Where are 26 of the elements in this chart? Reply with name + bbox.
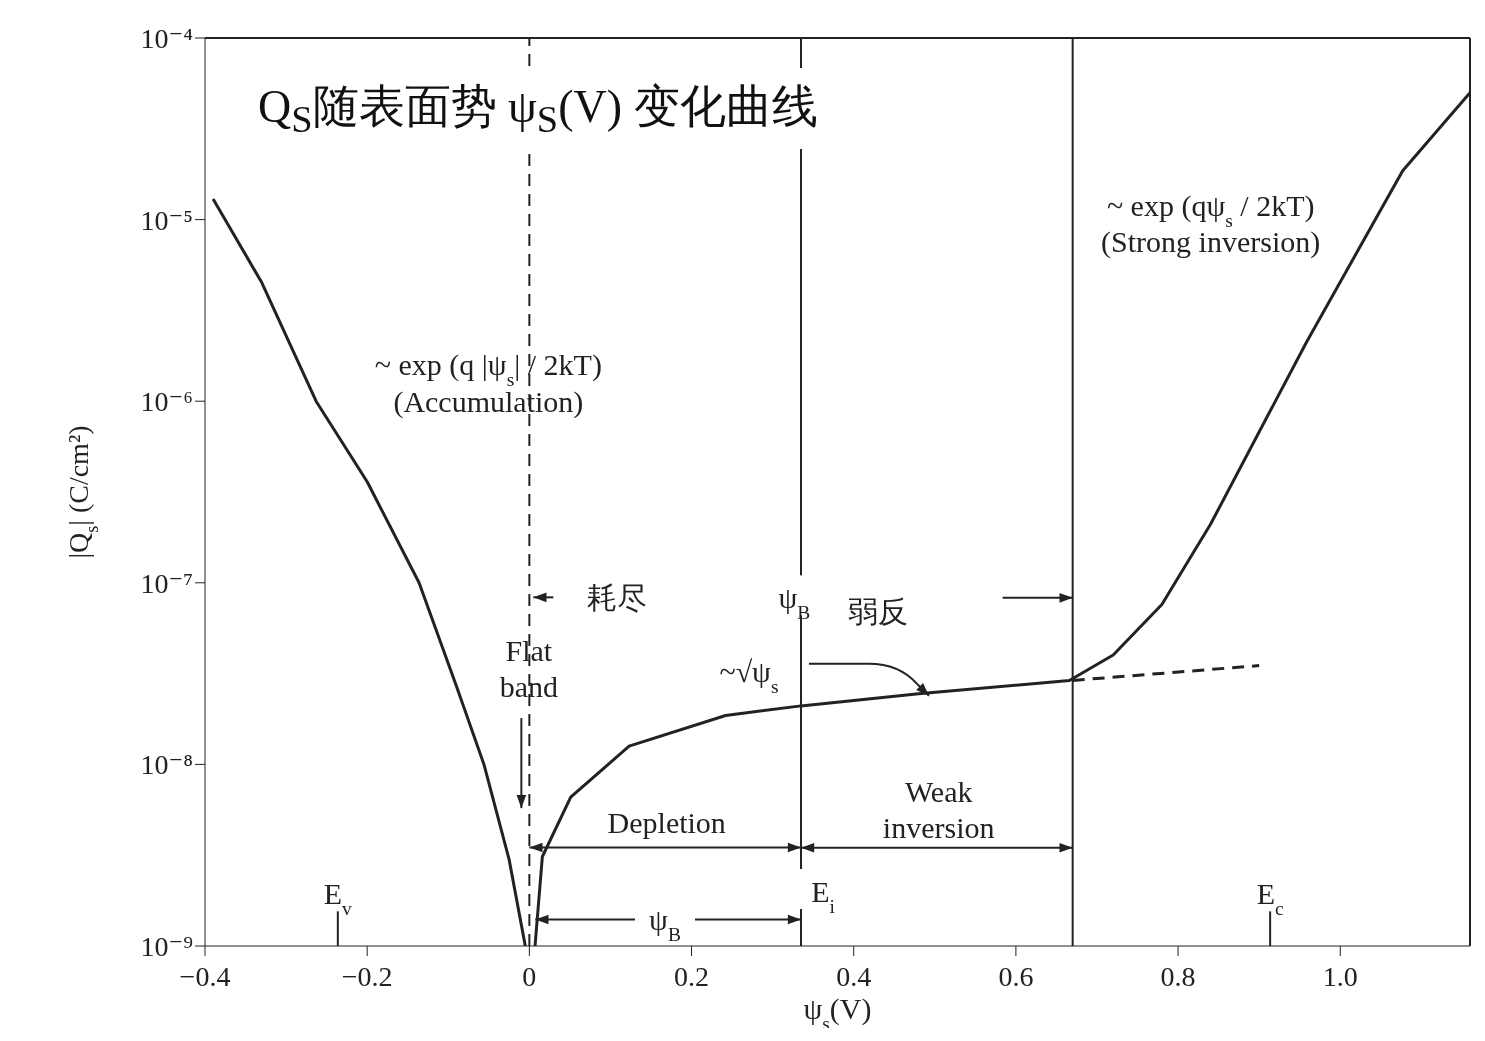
y-tick-label: 10⁻⁴ — [140, 22, 193, 54]
y-tick-label: 10⁻⁷ — [140, 567, 193, 599]
y-tick-label: 10⁻⁸ — [140, 749, 193, 781]
annotation: Flat band — [499, 633, 558, 703]
annotation: 耗尽 — [587, 580, 648, 614]
annotation: 弱反 — [847, 595, 908, 629]
x-tick-label: −0.2 — [341, 961, 393, 992]
annotation: E$_{c}$ — [1256, 876, 1284, 919]
annotation: ~ exp (q |ψ$_{s}$| / 2kT) — [374, 348, 602, 390]
annotation: E$_{v}$ — [323, 876, 353, 919]
text: Q$_{S}$随表面势 ψ$_{S}$(V) 变化曲线 — [236, 68, 840, 150]
x-tick-label: −0.4 — [179, 961, 231, 992]
y-tick-label: 10⁻⁹ — [140, 930, 193, 962]
annotation: ~√ψ$_{s}$ — [719, 655, 779, 697]
annotation: E$_{i}$ — [811, 874, 836, 916]
x-tick-label: 1.0 — [1322, 961, 1358, 992]
x-tick-label: 0.2 — [674, 961, 710, 992]
x-tick-label: 0.6 — [998, 961, 1034, 992]
x-tick-label: 0 — [522, 961, 537, 992]
annotation: Depletion — [607, 806, 726, 840]
annotation: ψ$_{B}$ — [649, 902, 681, 945]
x-tick-label: 0.8 — [1160, 961, 1196, 992]
annotation: Weak inversion — [882, 775, 995, 845]
x-tick-label: 0.4 — [836, 961, 872, 992]
y-tick-label: 10⁻⁶ — [140, 386, 193, 418]
y-tick-label: 10⁻⁵ — [140, 204, 193, 236]
